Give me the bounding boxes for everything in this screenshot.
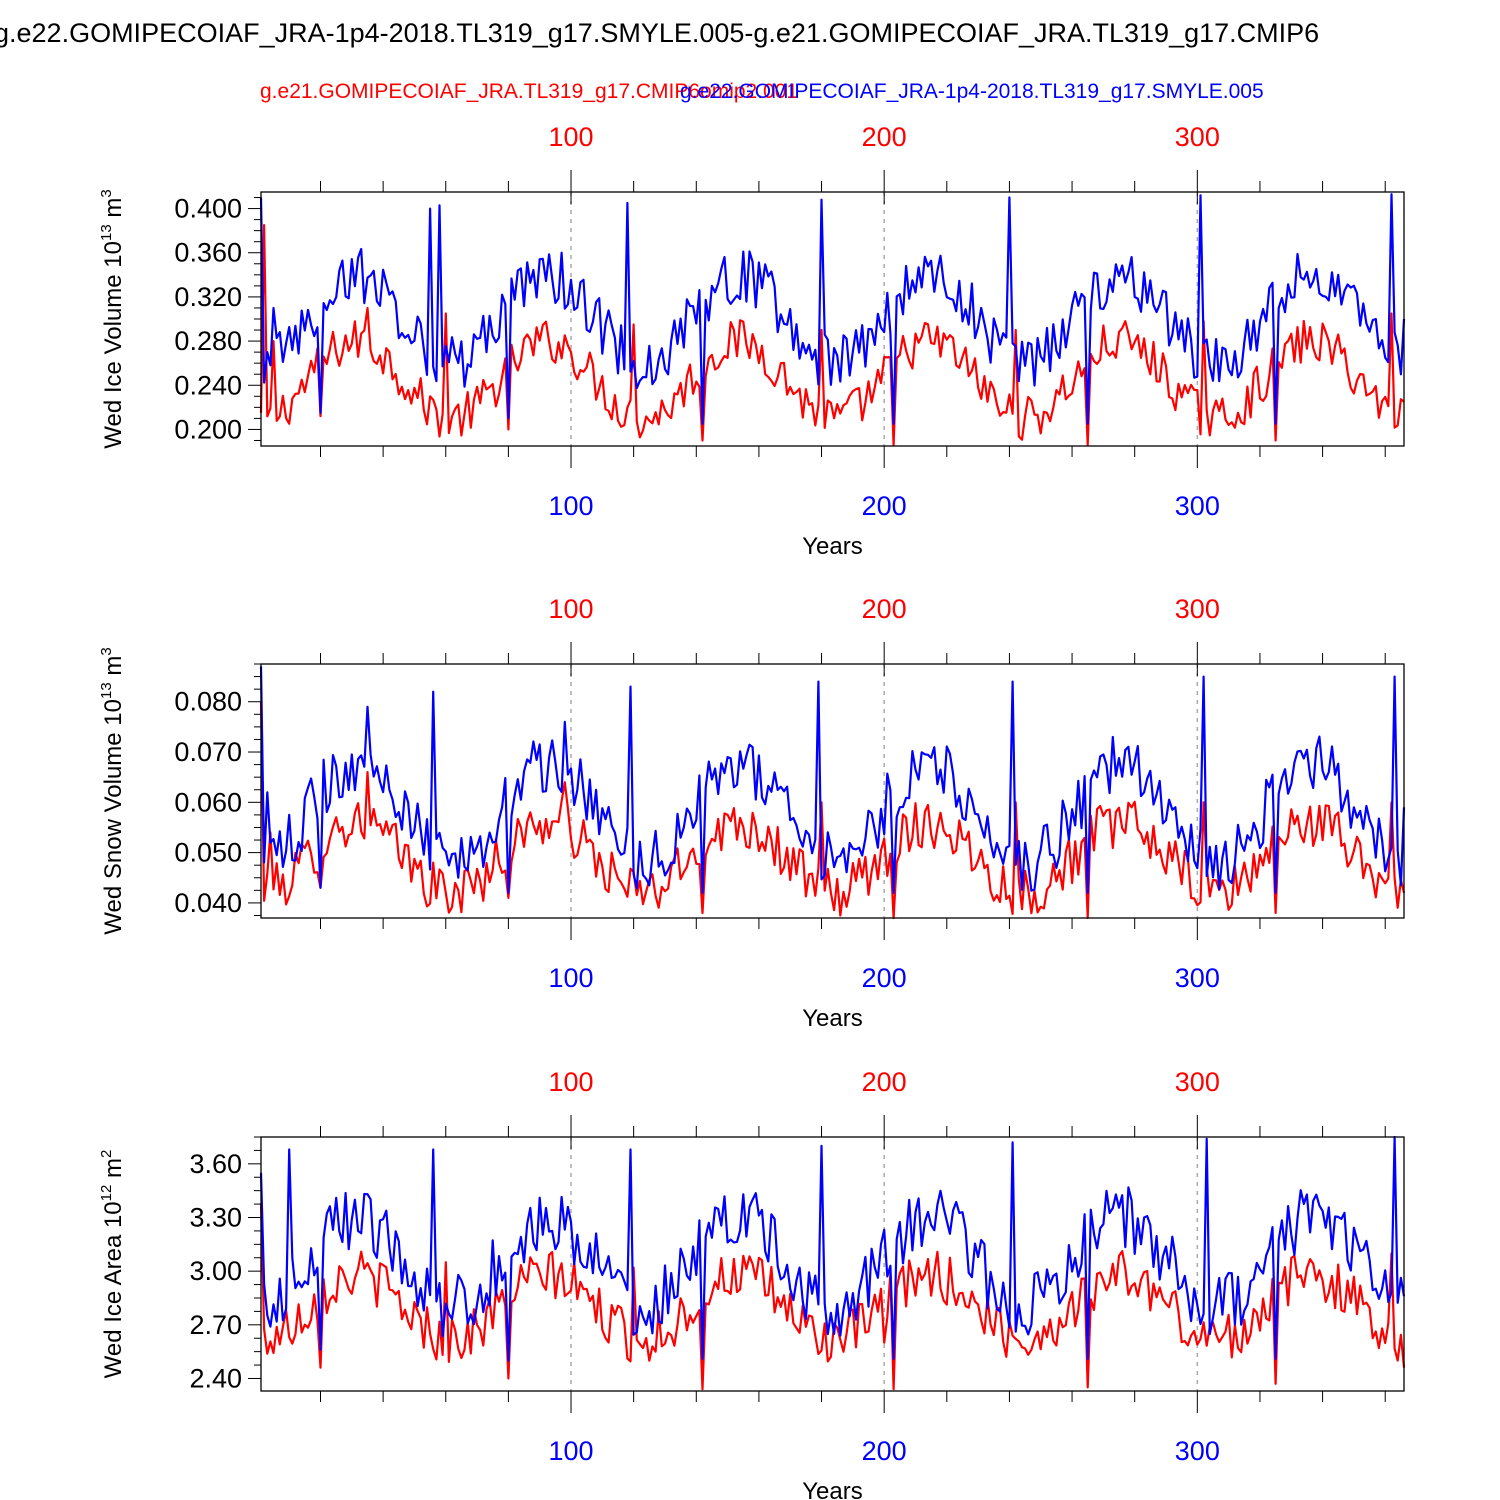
y-tick-label: 0.280 (174, 326, 242, 356)
x-tick-label-top: 200 (862, 594, 907, 624)
series-line-red (259, 701, 1406, 920)
x-tick-label-top: 200 (862, 1067, 907, 1097)
y-axis-label: Wed Ice Area 1012 m2 (98, 1150, 127, 1379)
y-tick-label: 3.00 (189, 1256, 242, 1286)
x-tick-label-bottom: 200 (862, 1436, 907, 1466)
y-tick-label: 0.050 (174, 838, 242, 868)
y-tick-label: 0.200 (174, 414, 242, 444)
x-tick-label-bottom: 100 (548, 1436, 593, 1466)
series-line-red (259, 1203, 1406, 1391)
series-line-red (259, 224, 1405, 446)
x-tick-label-top: 100 (548, 122, 593, 152)
y-tick-label: 0.400 (174, 194, 242, 224)
y-tick-label: 2.70 (189, 1310, 242, 1340)
plot-frame (260, 1136, 1405, 1392)
y-tick-label: 0.080 (174, 687, 242, 717)
legend-case-red: g.e21.GOMIPECOIAF_JRA.TL319_g17.CMIP6omi… (260, 80, 799, 103)
y-axis-label: Wed Snow Volume 1013 m3 (98, 647, 127, 934)
y-tick-label: 0.060 (174, 787, 242, 817)
x-tick-label-bottom: 300 (1175, 491, 1220, 521)
x-tick-label-top: 300 (1175, 122, 1220, 152)
x-tick-label-bottom: 200 (862, 491, 907, 521)
x-tick-label-bottom: 300 (1175, 1436, 1220, 1466)
y-tick-label: 0.320 (174, 282, 242, 312)
series-line-blue (259, 666, 1406, 894)
chart-panel-1: 100 200 300 100 200 300 Years 0.200 0.240 0.280 0.… (98, 122, 1406, 560)
x-tick-label-bottom: 100 (548, 963, 593, 993)
y-axis-label: Wed Ice Volume 1013 m3 (98, 189, 127, 448)
y-tick-label: 0.070 (174, 737, 242, 767)
x-tick-label-top: 300 (1175, 594, 1220, 624)
y-tick-label: 0.240 (174, 370, 242, 400)
y-tick-label: 2.40 (189, 1363, 242, 1393)
chart-panel-2: 100 200 300 100 200 300 Years 0.040 0.050 0.060 0.… (98, 594, 1406, 1032)
x-tick-label-top: 100 (548, 1067, 593, 1097)
series-line-blue (259, 1135, 1406, 1362)
x-axis-label: Years (802, 1478, 863, 1500)
y-tick-label: 3.60 (189, 1149, 242, 1179)
x-tick-label-bottom: 100 (548, 491, 593, 521)
y-tick-label: 0.360 (174, 238, 242, 268)
x-axis-label: Years (802, 533, 863, 560)
x-axis-label: Years (802, 1005, 863, 1032)
legend-case-blue: g.e22.GOMIPECOIAF_JRA-1p4-2018.TL319_g17… (680, 80, 1264, 103)
series-line-blue (259, 193, 1406, 425)
x-tick-label-top: 300 (1175, 1067, 1220, 1097)
figure-title: g.e22.GOMIPECOIAF_JRA-1p4-2018.TL319_g17… (0, 18, 1320, 48)
x-tick-label-bottom: 200 (862, 963, 907, 993)
x-tick-label-bottom: 300 (1175, 963, 1220, 993)
plot-frame (260, 663, 1405, 919)
chart-panel-3: 100 200 300 100 200 300 Years 2.40 2.70 3.00 3.30 3… (98, 1067, 1406, 1500)
x-tick-label-top: 100 (548, 594, 593, 624)
y-tick-label: 3.30 (189, 1202, 242, 1232)
x-tick-label-top: 200 (862, 122, 907, 152)
y-tick-label: 0.040 (174, 888, 242, 918)
